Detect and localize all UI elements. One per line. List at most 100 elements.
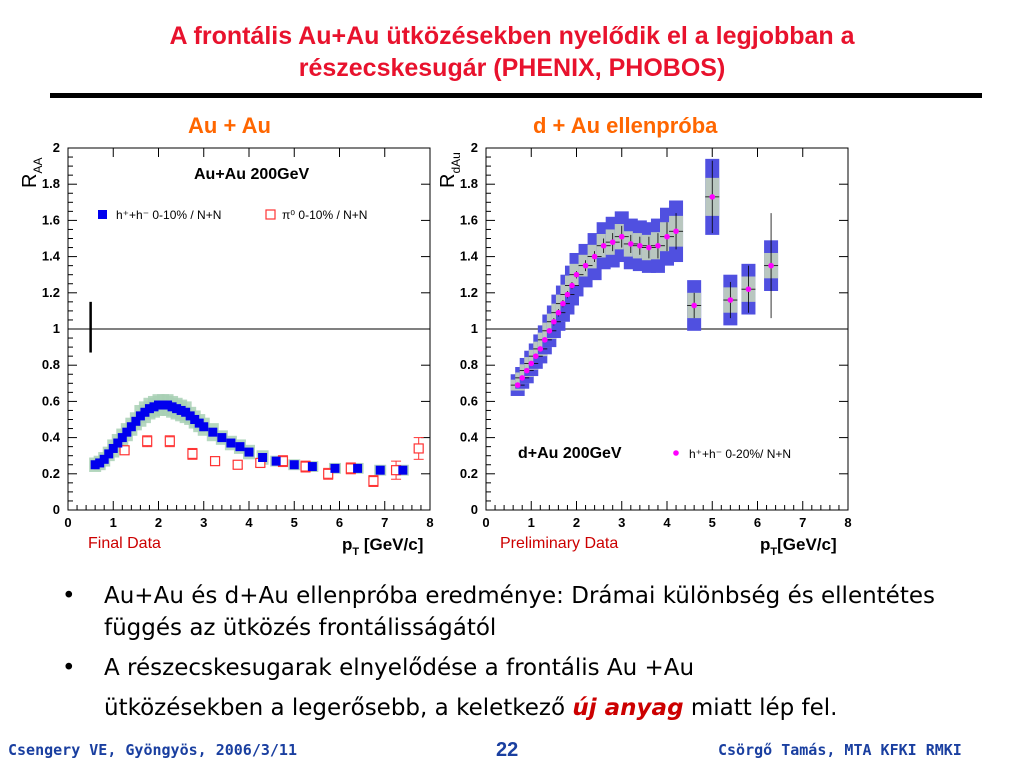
x-tick-label: 8 [844,515,851,530]
pi0-data-point [142,436,153,447]
hadron-data-point [90,460,100,470]
dau-data-point [546,328,553,334]
dau-data-point [591,253,598,260]
hadron-data-point [154,400,163,410]
y-tick-label: 0.2 [460,466,478,481]
left-data-note: Final Data [88,535,161,552]
title-divider [50,93,982,98]
y-tick-label: 1.6 [42,212,60,227]
x-axis-label: pT[GeV/c] [760,535,837,558]
hadron-data-point [375,465,385,475]
y-axis-label: RAA [19,158,45,188]
right-chart-inner-title: d+Au 200GeV [518,445,622,462]
hadron-data-point [176,405,186,415]
pi0-data-point [413,443,424,454]
dau-data-point [542,337,548,343]
dau-data-point [514,382,521,388]
x-tick-label: 1 [528,515,535,530]
pi0-data-point [323,468,334,479]
bullet-emphasis: új anyag [572,695,684,721]
x-tick-label: 5 [709,515,716,530]
chart-background-layer [485,147,849,511]
y-tick-label: 2 [53,140,60,155]
right-panel-title: d + Au ellenpróba [533,113,718,138]
y-tick-label: 2 [471,140,478,155]
hadron-data-point [158,400,168,410]
slide-title-line2: részecskesugár (PHENIX, PHOBOS) [298,54,726,82]
left-panel-title: Au + Au [188,113,271,138]
hadron-data-point [99,454,109,464]
bullet-text-b: ütközésekben a legerősebb, a keletkező [104,695,573,721]
left-chart-inner-title: Au+Au 200GeV [194,166,309,183]
dau-data-point [528,360,535,367]
dau-data-point [573,271,580,278]
dau-data-point [569,282,575,289]
y-axis-label: RdAu [437,152,463,188]
legend-label: h⁺+h⁻ 0-20%/ N+N [689,447,791,461]
x-tick-label: 8 [426,515,433,530]
hadron-data-point [117,433,127,443]
bullet-text: Au+Au és d+Au ellenpróba eredménye: Drám… [104,583,935,641]
dau-data-point [618,233,625,240]
x-tick-label: 4 [663,515,671,530]
right-data-note: Preliminary Data [500,535,619,552]
pi0-data-point [164,436,175,447]
dau-data-point [555,309,562,316]
legend-marker-open [265,209,276,220]
hadron-data-point [163,400,173,410]
y-tick-label: 0.6 [42,393,60,408]
dau-data-point [600,242,607,249]
hadron-data-point [190,415,200,424]
y-tick-label: 0.6 [460,393,478,408]
x-tick-label: 1 [110,515,117,530]
footer-left: Csengery VE, Gyöngyös, 2006/3/11 [8,741,297,759]
bullet-text: A részecskesugarak elnyelődése a frontál… [104,655,695,681]
dau-data-point [609,239,616,245]
hadron-data-point [307,462,317,472]
pi0-data-point [209,456,221,467]
x-tick-label: 2 [573,515,580,530]
hadron-data-point [167,402,177,412]
left-chart: Au+Au 200GeV 0 1 2 3 4 5 6 7 8 0 0.2 0.4 0.6 0.8 1 1.2 1… [19,140,434,558]
y-tick-label: 1.4 [42,249,61,264]
x-tick-label: 2 [155,515,162,530]
dau-data-point [637,242,643,249]
bullet-dot: • [62,583,76,609]
bullet-item: • A részecskesugarak elnyelődése a front… [62,652,1002,724]
y-tick-label: 1.2 [42,285,60,300]
legend-marker-filled [98,210,107,219]
dau-data-point [664,233,670,240]
x-tick-label: 6 [754,515,761,530]
legend-marker [673,450,679,456]
right-chart: d+Au 200GeV 0 1 2 3 4 5 6 7 8 0 0.2 0.4 0.6 0.8 1 1.2 1.… [437,140,852,558]
hadron-data-point [217,433,227,443]
pi0-data-point [119,445,130,456]
x-tick-label: 5 [291,515,298,530]
dau-data-point [523,367,530,374]
hadron-data-point [226,438,236,448]
footer-right: Csörgő Tamás, MTA KFKI RMKI [718,741,962,759]
hadron-data-point [140,407,150,417]
dau-data-point [655,242,661,249]
dau-data-point [709,194,716,200]
hadron-data-point [398,465,408,475]
y-tick-label: 1.8 [42,176,60,191]
hadron-data-point [235,442,245,452]
hadron-data-point [149,402,159,412]
x-tick-label: 3 [200,515,207,530]
bullet-list: • Au+Au és d+Au ellenpróba eredménye: Dr… [62,580,1002,732]
y-tick-label: 0.2 [42,466,60,481]
pi0-data-point [187,448,198,459]
dau-data-point [532,353,539,359]
dau-data-point [768,262,774,269]
dau-data-point [564,291,571,298]
y-tick-label: 1 [53,321,60,336]
dau-data-point [560,300,566,307]
y-tick-label: 1.2 [460,285,478,300]
bullet-text-c: miatt lép fel. [683,695,838,721]
y-tick-label: 0.8 [42,357,60,372]
x-axis-label: pT [GeV/c] [342,535,423,558]
y-tick-label: 0.8 [460,357,478,372]
hadron-data-point [172,404,182,414]
dau-data-point [745,286,752,292]
